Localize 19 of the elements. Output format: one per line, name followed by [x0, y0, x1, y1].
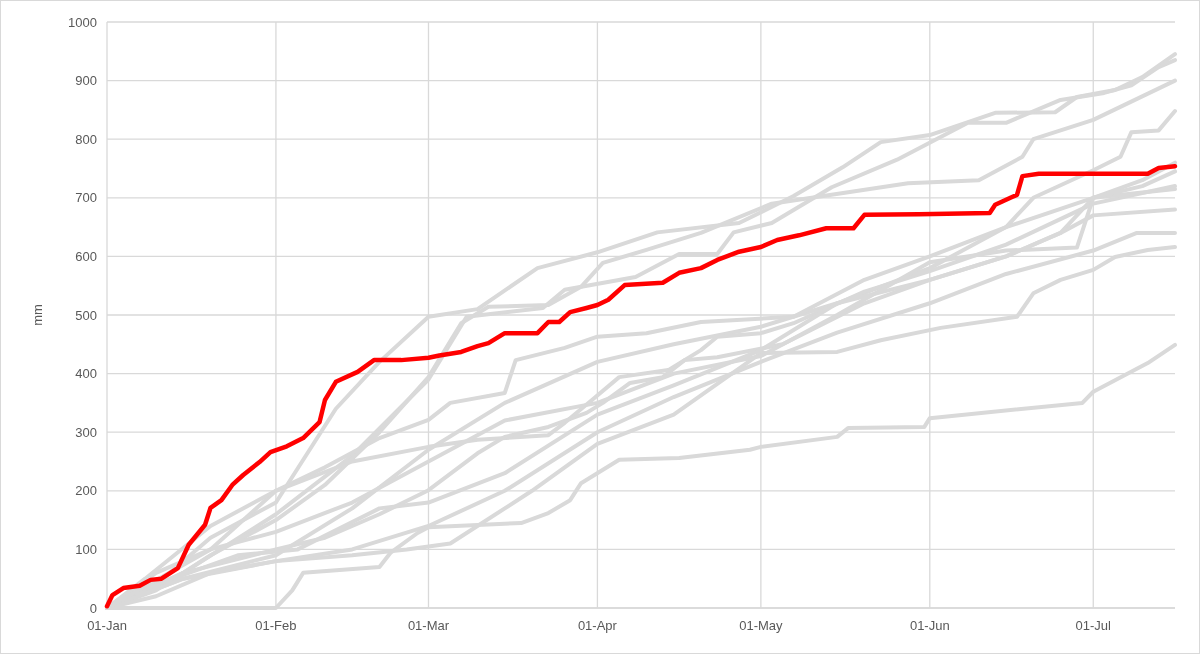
y-tick-label: 900 [75, 73, 97, 89]
x-tick-label: 01-Jun [909, 618, 950, 633]
y-tick-label: 1000 [68, 14, 97, 30]
x-tick-label: 01-Jul [1075, 618, 1112, 633]
y-tick-label: 100 [75, 541, 97, 557]
y-axis-title: mm [30, 304, 45, 326]
x-tick-label: 01-Apr [577, 618, 618, 633]
y-tick-label: 0 [89, 600, 97, 616]
y-tick-label: 400 [75, 366, 97, 382]
y-tick-label: 300 [75, 424, 97, 440]
y-tick-label: 500 [75, 307, 97, 323]
y-tick-label: 800 [75, 131, 97, 147]
x-tick-label: 01-Feb [255, 618, 297, 633]
y-tick-label: 600 [75, 248, 97, 264]
x-tick-label: 01-Mar [407, 618, 450, 633]
y-tick-label: 700 [75, 190, 97, 206]
x-tick-label: 01-Jan [87, 618, 127, 633]
y-tick-label: 200 [75, 483, 97, 499]
x-tick-label: 01-May [739, 618, 784, 633]
